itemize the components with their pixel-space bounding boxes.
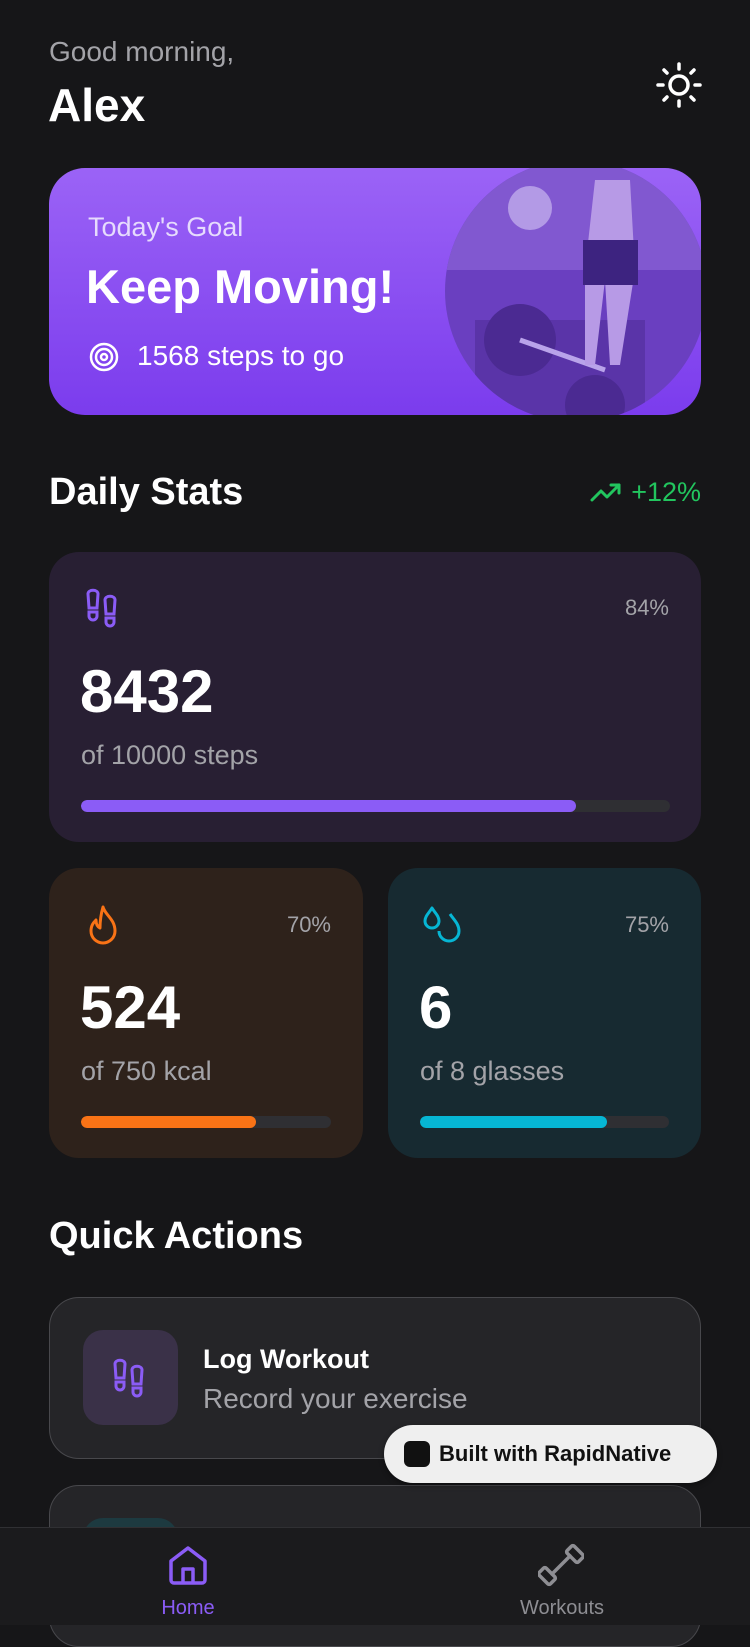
progress-percent: 75%: [624, 912, 669, 937]
flame-icon: [89, 905, 117, 945]
action-subtitle: Record your exercise: [203, 1383, 468, 1414]
bottom-nav: Home Workouts: [0, 1527, 750, 1625]
progress-track: [81, 800, 670, 812]
steps-icon: [86, 588, 117, 628]
progress-track: [420, 1116, 669, 1128]
badge[interactable]: Built with RapidNative: [384, 1425, 717, 1483]
stat-value: 8432: [80, 658, 214, 725]
section-title: Daily Stats: [49, 471, 244, 513]
stat-caption: of 750 kcal: [81, 1056, 212, 1086]
target-icon: [89, 342, 119, 372]
workouts-icon[interactable]: [538, 1542, 584, 1588]
steps-card[interactable]: 84% 8432 of 10000 steps: [49, 552, 701, 842]
goal-subtitle: 1568 steps to go: [137, 340, 345, 371]
steps-icon: [113, 1358, 144, 1398]
progress-fill: [420, 1116, 607, 1128]
nav-label[interactable]: Home: [161, 1597, 215, 1619]
progress-percent: 84%: [624, 595, 669, 620]
stat-caption: of 10000 steps: [81, 740, 259, 770]
progress-track: [81, 1116, 331, 1128]
goal-title: Keep Moving!: [86, 260, 395, 313]
trend-icon: [590, 483, 621, 502]
calories-card[interactable]: 70% 524 of 750 kcal: [49, 868, 363, 1158]
stat-caption: of 8 glasses: [420, 1056, 565, 1086]
stat-value: 6: [419, 974, 453, 1041]
theme-toggle[interactable]: [655, 61, 703, 109]
progress-fill: [81, 1116, 256, 1128]
water-card[interactable]: 75% 6 of 8 glasses: [388, 868, 701, 1158]
action-card[interactable]: Log Workout Record your exercise: [49, 1297, 701, 1459]
water-icon: [423, 906, 461, 943]
home-icon[interactable]: [167, 1544, 209, 1586]
goal-image: [445, 168, 701, 415]
progress-percent: 70%: [286, 912, 331, 937]
action-icon-box: [83, 1330, 178, 1425]
progress-fill: [81, 800, 576, 812]
section-title: Quick Actions: [49, 1215, 304, 1257]
nav-label[interactable]: Workouts: [519, 1597, 605, 1619]
badge-text: Built with RapidNative: [439, 1441, 672, 1466]
goal-card[interactable]: Today's Goal Keep Moving! 1568 steps to …: [49, 168, 701, 415]
action-title: Log Workout: [203, 1344, 369, 1374]
goal-label: Today's Goal: [88, 212, 244, 242]
badge-logo: [404, 1441, 430, 1467]
stats-change: +12%: [631, 477, 701, 507]
user-name: Alex: [48, 79, 146, 131]
stat-value: 524: [80, 974, 181, 1041]
greeting: Good morning,: [49, 36, 235, 67]
